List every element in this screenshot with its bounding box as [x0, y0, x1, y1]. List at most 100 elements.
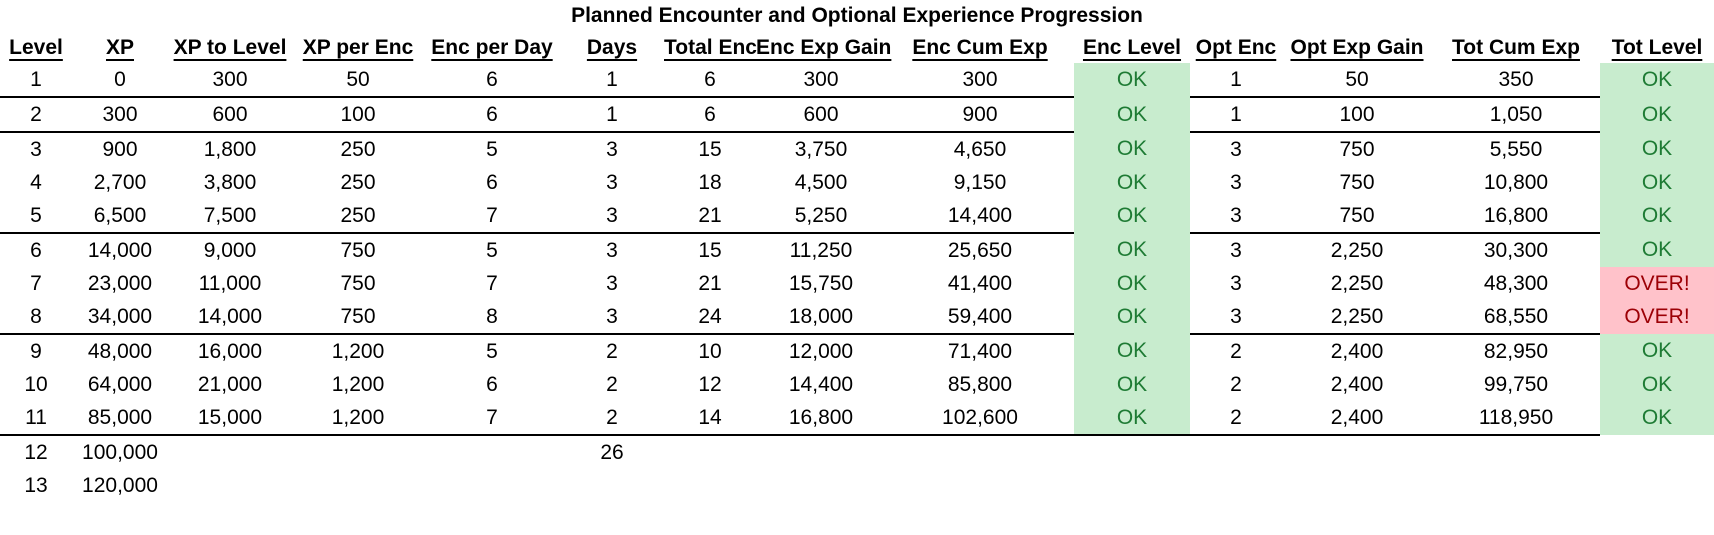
cell-level[interactable]: 2 — [0, 97, 72, 133]
cell-tot-cum-exp[interactable]: 1,050 — [1432, 97, 1600, 133]
cell-opt-enc[interactable]: 2 — [1230, 372, 1242, 396]
cell-enc-cum-exp[interactable]: 900 — [886, 97, 1074, 133]
cell-xp-per-enc[interactable]: 1,200 — [331, 339, 385, 363]
status-badge-enc-level[interactable]: OK — [1074, 300, 1190, 334]
cell-enc-exp-gain[interactable]: 12,000 — [788, 339, 854, 363]
column-header-opt-exp-gain[interactable]: Opt Exp Gain — [1290, 36, 1424, 59]
cell-level[interactable]: 11 — [0, 401, 72, 436]
cell-enc-per-day[interactable]: 7 — [486, 271, 498, 295]
cell-enc-cum-exp[interactable]: 85,800 — [947, 372, 1013, 396]
column-header-tot-level[interactable]: Tot Level — [1611, 36, 1703, 59]
cell-xp[interactable]: 120,000 — [82, 473, 158, 497]
cell-enc-per-day[interactable]: 8 — [424, 300, 560, 335]
status-badge-enc-level[interactable]: OK — [1074, 233, 1190, 267]
cell-opt-enc[interactable]: 2 — [1190, 401, 1282, 436]
cell-xp-to-level[interactable]: 1,800 — [203, 137, 257, 161]
cell-opt-exp-gain[interactable]: 2,400 — [1330, 339, 1384, 363]
cell-tot-cum-exp[interactable]: 30,300 — [1483, 238, 1549, 262]
cell-days[interactable]: 1 — [560, 63, 664, 98]
cell-tot-cum-exp[interactable]: 350 — [1432, 63, 1600, 98]
cell-xp-per-enc[interactable]: 250 — [340, 170, 376, 194]
cell-xp-to-level[interactable] — [168, 469, 292, 502]
status-badge-tot-level[interactable]: OK — [1600, 97, 1714, 132]
cell-total-enc[interactable]: 12 — [698, 372, 722, 396]
cell-level[interactable]: 13 — [24, 473, 48, 497]
cell-xp-to-level[interactable]: 15,000 — [168, 401, 292, 436]
cell-total-enc[interactable]: 6 — [664, 63, 756, 98]
cell-level[interactable]: 8 — [0, 300, 72, 335]
cell-level[interactable]: 1 — [0, 63, 72, 98]
cell-xp-to-level[interactable]: 300 — [168, 63, 292, 98]
cell-xp-per-enc[interactable]: 250 — [292, 199, 424, 234]
cell-xp-per-enc[interactable]: 1,200 — [292, 401, 424, 436]
cell-days[interactable]: 3 — [606, 238, 618, 262]
cell-enc-cum-exp[interactable]: 71,400 — [947, 339, 1013, 363]
cell-xp-to-level[interactable]: 7,500 — [168, 199, 292, 234]
cell-days[interactable]: 3 — [606, 271, 618, 295]
cell-level[interactable]: 6 — [30, 238, 42, 262]
cell-tot-cum-exp[interactable]: 48,300 — [1483, 271, 1549, 295]
cell-xp-to-level[interactable]: 21,000 — [197, 372, 263, 396]
column-header-tot-cum-exp[interactable]: Tot Cum Exp — [1452, 36, 1580, 59]
cell-level[interactable]: 5 — [0, 199, 72, 234]
cell-tot-cum-exp[interactable]: 68,550 — [1432, 300, 1600, 335]
cell-level[interactable]: 4 — [30, 170, 42, 194]
cell-xp[interactable]: 64,000 — [87, 372, 153, 396]
cell-enc-per-day[interactable]: 6 — [486, 372, 498, 396]
cell-opt-enc[interactable]: 3 — [1190, 300, 1282, 335]
cell-total-enc[interactable]: 14 — [664, 401, 756, 436]
status-badge-enc-level[interactable]: OK — [1074, 63, 1190, 97]
cell-days[interactable]: 26 — [600, 440, 624, 464]
status-badge-tot-level[interactable]: OK — [1600, 401, 1714, 435]
cell-tot-level[interactable] — [1600, 435, 1714, 469]
cell-enc-cum-exp[interactable]: 102,600 — [886, 401, 1074, 436]
cell-enc-per-day[interactable]: 5 — [486, 339, 498, 363]
column-header-enc-cum-exp[interactable]: Enc Cum Exp — [912, 36, 1048, 59]
cell-tot-cum-exp[interactable]: 118,950 — [1432, 401, 1600, 436]
cell-xp-per-enc[interactable]: 250 — [340, 137, 376, 161]
status-badge-enc-level[interactable]: OK — [1074, 199, 1190, 233]
status-badge-tot-level[interactable]: OK — [1600, 368, 1714, 401]
cell-days[interactable]: 2 — [560, 401, 664, 436]
cell-enc-exp-gain[interactable] — [756, 435, 886, 469]
cell-total-enc[interactable]: 24 — [664, 300, 756, 335]
cell-opt-exp-gain[interactable]: 750 — [1339, 170, 1375, 194]
cell-total-enc[interactable]: 6 — [664, 97, 756, 133]
status-badge-enc-level[interactable]: OK — [1074, 267, 1190, 300]
cell-enc-per-day[interactable]: 7 — [424, 401, 560, 436]
cell-opt-exp-gain[interactable]: 750 — [1339, 137, 1375, 161]
cell-xp-per-enc[interactable]: 50 — [292, 63, 424, 98]
column-header-enc-per-day[interactable]: Enc per Day — [431, 36, 553, 59]
cell-xp[interactable]: 34,000 — [72, 300, 168, 335]
cell-enc-level[interactable] — [1074, 469, 1190, 502]
status-badge-enc-level[interactable]: OK — [1074, 401, 1190, 436]
cell-level[interactable]: 9 — [30, 339, 42, 363]
cell-days[interactable]: 2 — [606, 372, 618, 396]
cell-enc-per-day[interactable]: 5 — [486, 137, 498, 161]
cell-enc-exp-gain[interactable]: 5,250 — [756, 199, 886, 234]
cell-xp[interactable]: 900 — [102, 137, 138, 161]
cell-days[interactable]: 3 — [606, 170, 618, 194]
status-badge-enc-level[interactable]: OK — [1074, 334, 1190, 368]
cell-enc-per-day[interactable]: 5 — [486, 238, 498, 262]
cell-opt-exp-gain[interactable]: 2,250 — [1330, 238, 1384, 262]
cell-enc-per-day[interactable]: 7 — [424, 199, 560, 234]
cell-enc-exp-gain[interactable]: 4,500 — [794, 170, 848, 194]
cell-opt-exp-gain[interactable]: 750 — [1282, 199, 1432, 234]
cell-enc-exp-gain[interactable]: 14,400 — [788, 372, 854, 396]
cell-enc-exp-gain[interactable] — [756, 469, 886, 502]
column-header-enc-exp-gain[interactable]: Enc Exp Gain — [756, 36, 892, 59]
column-header-total-enc[interactable]: Total Enc — [664, 36, 757, 59]
cell-opt-exp-gain[interactable]: 2,250 — [1282, 300, 1432, 335]
status-badge-enc-level[interactable]: OK — [1074, 132, 1190, 166]
cell-opt-enc[interactable]: 3 — [1230, 170, 1242, 194]
cell-tot-cum-exp[interactable]: 82,950 — [1483, 339, 1549, 363]
cell-xp-per-enc[interactable]: 750 — [292, 300, 424, 335]
column-header-xp-to-level[interactable]: XP to Level — [173, 36, 287, 59]
column-header-xp[interactable]: XP — [105, 36, 134, 59]
cell-level[interactable]: 3 — [30, 137, 42, 161]
cell-enc-per-day[interactable]: 6 — [486, 170, 498, 194]
cell-enc-per-day[interactable]: 6 — [424, 63, 560, 98]
cell-total-enc[interactable]: 21 — [698, 271, 722, 295]
cell-enc-exp-gain[interactable]: 600 — [756, 97, 886, 133]
